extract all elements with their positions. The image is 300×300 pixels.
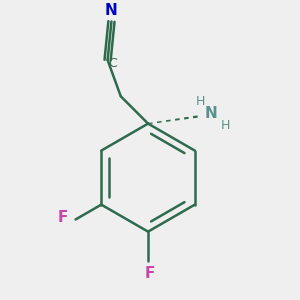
Text: F: F xyxy=(58,210,68,225)
Text: H: H xyxy=(220,119,230,132)
Text: F: F xyxy=(145,266,155,281)
Text: N: N xyxy=(105,3,118,18)
Text: H: H xyxy=(196,95,205,108)
Text: C: C xyxy=(108,57,117,70)
Text: N: N xyxy=(204,106,217,122)
